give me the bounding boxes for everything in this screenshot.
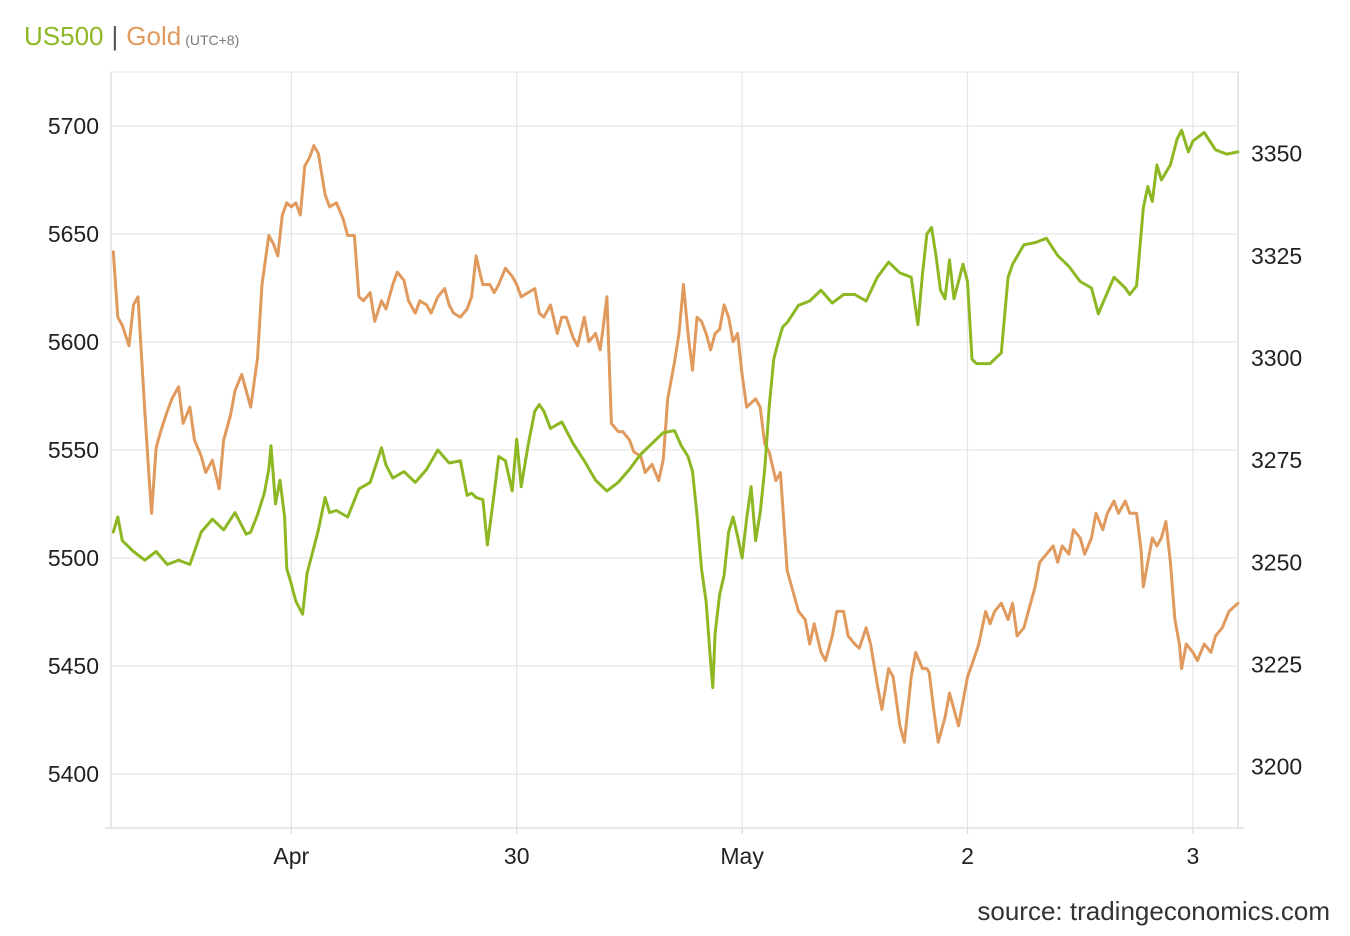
left-tick-label: 5500 <box>48 545 99 571</box>
right-tick-label: 3350 <box>1251 141 1302 167</box>
x-tick-label: 3 <box>1187 843 1200 869</box>
timezone-label: (UTC+8) <box>185 32 240 48</box>
left-tick-label: 5450 <box>48 653 99 679</box>
right-tick-label: 3275 <box>1251 447 1302 473</box>
legend-us500[interactable]: US500 <box>24 21 104 51</box>
x-tick-label: 30 <box>504 843 530 869</box>
series-lines <box>111 128 1240 744</box>
series-line-gold[interactable] <box>111 144 1240 744</box>
left-tick-label: 5600 <box>48 329 99 355</box>
left-axis-ticks: 5400 5450 5500 5550 5600 5650 5700 <box>48 113 99 787</box>
left-tick-label: 5650 <box>48 221 99 247</box>
right-tick-label: 3225 <box>1251 652 1302 678</box>
right-tick-label: 3325 <box>1251 243 1302 269</box>
series-line-us500[interactable] <box>111 128 1240 690</box>
right-tick-label: 3300 <box>1251 345 1302 371</box>
right-axis-ticks: 3200 3225 3250 3275 3300 3325 3350 <box>1251 141 1302 780</box>
right-tick-label: 3200 <box>1251 754 1302 780</box>
legend-separator: | <box>111 21 119 51</box>
left-tick-label: 5400 <box>48 761 99 787</box>
x-tick-label: May <box>720 843 764 869</box>
legend-gold[interactable]: Gold <box>126 21 182 51</box>
x-tick-label: 2 <box>961 843 974 869</box>
x-axis-ticks: Apr 30 May 2 3 <box>273 843 1199 869</box>
axes <box>105 71 1244 834</box>
x-tick-label: Apr <box>273 843 309 869</box>
grid-lines <box>111 72 1238 828</box>
chart-header: US500 | Gold (UTC+8) <box>24 20 239 56</box>
right-tick-label: 3250 <box>1251 549 1302 575</box>
left-tick-label: 5700 <box>48 113 99 139</box>
left-tick-label: 5550 <box>48 437 99 463</box>
source-attribution: source: tradingeconomics.com <box>977 896 1330 926</box>
